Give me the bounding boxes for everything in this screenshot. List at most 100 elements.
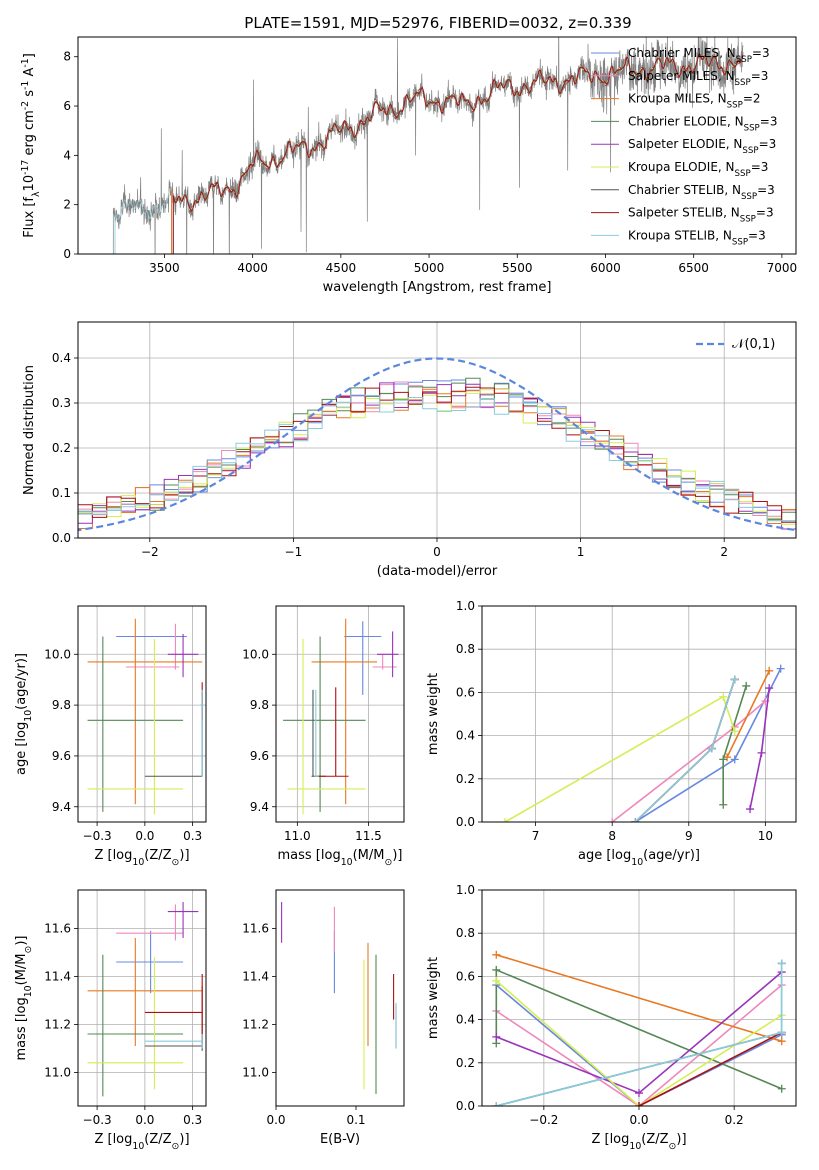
axes-frame <box>275 889 405 1107</box>
y-tick-label: 6 <box>63 99 71 113</box>
weight-marker-kroupa-stelib <box>631 818 640 822</box>
plot-area <box>87 618 205 815</box>
y-tick-label: 0.4 <box>456 729 475 743</box>
y-axis-label: Normed distribution <box>22 365 37 495</box>
x-tick-label: −0.3 <box>83 829 112 843</box>
histogram-salpeter-stelib <box>78 386 796 526</box>
legend-entry: Kroupa STELIB, NSSP=3 <box>628 228 766 247</box>
weight-line-chabrier-miles <box>495 984 783 1106</box>
plot-area <box>112 37 744 254</box>
legend-entry: Chabrier MILES, NSSP=3 <box>628 46 770 65</box>
x-tick-label: 0.0 <box>266 1113 285 1127</box>
weight-marker-kroupa-miles <box>492 950 501 959</box>
plot-area <box>492 950 786 1106</box>
y-axis-label: mass weight <box>426 957 441 1039</box>
y-tick-label: 0.2 <box>456 772 475 786</box>
legend-entry: 𝒩(0,1) <box>732 337 775 352</box>
x-axis-label: Z [log10(Z/Z⊙)] <box>94 1132 189 1152</box>
x-tick-label: 0.3 <box>183 829 202 843</box>
panel-weight_vs_age: 7 8 9 10 0.0 0.2 0.4 0.6 0.8 1.0 age [log10(age/yr… <box>426 599 797 868</box>
x-axis-label: mass [log10(M/M⊙)] <box>278 848 403 868</box>
y-tick-label: 0.0 <box>52 531 71 545</box>
x-tick-label: 10 <box>758 829 773 843</box>
x-tick-label: 6500 <box>678 261 709 275</box>
y-tick-label: 11.0 <box>44 1065 71 1079</box>
plot-area <box>281 902 397 1094</box>
legend-entry: Salpeter MILES, NSSP=3 <box>628 69 768 88</box>
weight-line-kroupa-miles <box>726 670 770 758</box>
y-tick-label: 0.2 <box>456 1056 475 1070</box>
weight-marker-kroupa-elodie <box>492 976 501 985</box>
panel-residuals: −2 −1 0 1 2 0.0 0.1 0.2 0.3 0.4 (data-model)/error… <box>22 321 797 579</box>
x-tick-label: 0.0 <box>135 1113 154 1127</box>
panel-weight_vs_Z: −0.2 0.0 0.2 0.0 0.2 0.4 0.6 0.8 1.0 Z [log10(Z/Z… <box>426 883 797 1152</box>
x-tick-label: 3500 <box>149 261 180 275</box>
y-tick-label: 1.0 <box>456 883 475 897</box>
y-tick-label: 4 <box>63 148 71 162</box>
x-tick-label: 0 <box>433 545 441 559</box>
histogram-kroupa-stelib <box>78 393 796 522</box>
weight-marker-salpeter-elodie <box>746 805 755 814</box>
y-tick-label: 0.0 <box>456 1099 475 1113</box>
x-tick-label: 0.3 <box>183 1113 202 1127</box>
weight-marker-salpeter-elodie <box>635 1089 643 1098</box>
weight-marker-chabrier-elodie <box>742 681 751 690</box>
axes-frame <box>481 605 797 823</box>
y-tick-label: 10.0 <box>242 647 269 661</box>
y-tick-label: 10.0 <box>44 647 71 661</box>
x-tick-label: 4500 <box>326 261 357 275</box>
y-tick-label: 11.6 <box>242 921 269 935</box>
y-tick-label: 0.8 <box>456 926 475 940</box>
y-tick-label: 9.8 <box>52 698 71 712</box>
x-axis-label: E(B-V) <box>320 1132 360 1147</box>
weight-marker-salpeter-stelib <box>635 1102 643 1106</box>
y-tick-label: 9.4 <box>250 800 269 814</box>
weight-marker-salpeter-elodie <box>492 1032 501 1041</box>
figure-title: PLATE=1591, MJD=52976, FIBERID=0032, z=0… <box>244 14 631 32</box>
weight-marker-chabrier-miles <box>730 755 739 764</box>
x-axis-label: (data-model)/error <box>377 564 498 579</box>
y-tick-label: 0.1 <box>52 486 71 500</box>
weight-marker-kroupa-elodie <box>730 727 739 736</box>
x-tick-label: 8 <box>608 829 616 843</box>
plot-area <box>78 357 796 532</box>
x-axis-label: wavelength [Angstrom, rest frame] <box>323 280 552 295</box>
x-tick-label: 1 <box>577 545 585 559</box>
x-tick-label: 0.0 <box>135 829 154 843</box>
y-tick-label: 11.0 <box>242 1065 269 1079</box>
weight-marker-kroupa-stelib <box>492 1102 501 1106</box>
y-tick-label: 9.6 <box>52 749 71 763</box>
panel-mass_vs_Z: −0.3 0.0 0.3 11.0 11.2 11.4 11.6 Z [log10(Z/Z⊙)… <box>14 889 207 1152</box>
legend-entry: Chabrier STELIB, NSSP=3 <box>628 183 775 202</box>
legend-entry: Salpeter ELODIE, NSSP=3 <box>628 137 776 156</box>
legend-entry: Salpeter STELIB, NSSP=3 <box>628 206 774 225</box>
x-tick-label: 6000 <box>590 261 621 275</box>
y-tick-label: 0.8 <box>456 642 475 656</box>
y-axis-label: Flux [fλ10-17 erg cm-2 s-1 A-1] <box>20 53 42 238</box>
x-tick-label: 9 <box>685 829 693 843</box>
x-tick-label: 7 <box>532 829 540 843</box>
weight-marker-chabrier-elodie <box>719 755 728 764</box>
x-tick-label: 5000 <box>414 261 445 275</box>
weight-marker-kroupa-elodie <box>500 818 509 822</box>
x-tick-label: −1 <box>285 545 303 559</box>
axes-frame <box>77 321 797 539</box>
panel-age_vs_Z: −0.3 0.0 0.3 9.4 9.6 9.8 10.0 Z [log10(Z/Z⊙)] ag… <box>14 605 207 868</box>
weight-line-salpeter-stelib <box>634 679 736 822</box>
y-tick-label: 9.4 <box>52 800 71 814</box>
x-tick-label: 11.5 <box>355 829 382 843</box>
y-tick-label: 11.2 <box>44 1017 71 1031</box>
x-tick-label: 0.2 <box>725 1113 744 1127</box>
weight-line-salpeter-stelib <box>638 1031 783 1106</box>
plot-area <box>87 902 203 1097</box>
x-tick-label: −0.2 <box>529 1113 558 1127</box>
y-tick-label: 11.6 <box>44 921 71 935</box>
weight-line-kroupa-stelib <box>634 679 736 822</box>
weight-line-salpeter-miles <box>495 984 783 1106</box>
y-axis-label: age [log10(age/yr)] <box>14 653 34 775</box>
x-tick-label: 5500 <box>502 261 533 275</box>
axes-frame <box>77 605 207 823</box>
x-tick-label: 0.0 <box>629 1113 648 1127</box>
plot-area <box>500 664 785 822</box>
